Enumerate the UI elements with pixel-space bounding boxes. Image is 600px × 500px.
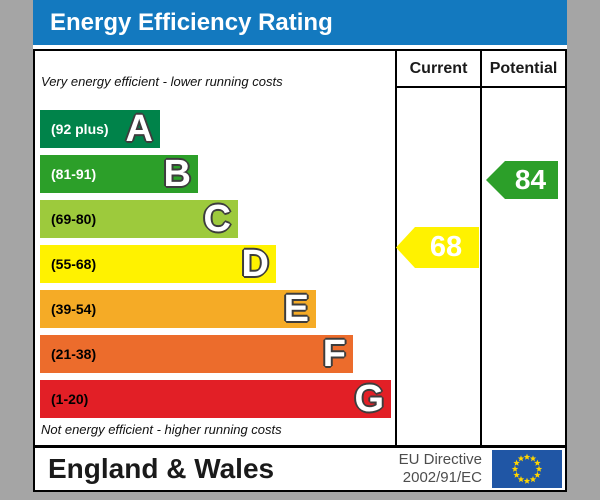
chart-title-bar: Energy Efficiency Rating [33, 0, 567, 45]
potential-rating-value: 84 [514, 164, 547, 195]
potential-rating-arrow: 84 [486, 161, 558, 199]
band-g-letter: G [354, 378, 384, 420]
band-row-f: (21-38) F [40, 335, 353, 373]
footer-bar: England & Wales EU Directive 2002/91/EC [33, 446, 567, 492]
band-row-c: (69-80) C [40, 200, 238, 238]
band-d-letter: D [241, 243, 269, 285]
band-row-e: (39-54) E [40, 290, 316, 328]
rating-table: Current Potential Very energy efficient … [33, 49, 567, 447]
potential-column-header: Potential [489, 59, 558, 77]
top-caption: Very energy efficient - lower running co… [41, 74, 283, 89]
chart-title: Energy Efficiency Rating [50, 9, 333, 36]
bottom-caption: Not energy efficient - higher running co… [41, 422, 282, 437]
region-label: England & Wales [48, 453, 275, 484]
band-row-d: (55-68) D [40, 245, 276, 283]
eu-directive-line2: 2002/91/EC [402, 469, 482, 486]
eu-flag-icon [492, 450, 562, 488]
band-a-range: (92 plus) [51, 121, 109, 137]
current-rating-value: 68 [429, 231, 463, 263]
band-c-letter: C [203, 198, 231, 240]
band-e-range: (39-54) [51, 301, 97, 317]
header-divider [395, 86, 565, 88]
band-row-g: (1-20) G [40, 380, 391, 418]
current-rating-arrow: 68 [396, 227, 479, 268]
column-divider-current [395, 51, 397, 445]
band-b-range: (81-91) [51, 166, 97, 182]
band-g-range: (1-20) [51, 391, 89, 407]
band-f-range: (21-38) [51, 346, 97, 362]
band-b-letter: B [163, 153, 191, 195]
band-f-letter: F [322, 333, 346, 375]
current-column-header: Current [409, 59, 468, 77]
eu-directive-text: EU Directive 2002/91/EC [399, 451, 482, 487]
band-c-range: (69-80) [51, 211, 97, 227]
band-row-b: (81-91) B [40, 155, 198, 193]
band-e-letter: E [283, 288, 309, 330]
band-row-a: (92 plus) A [40, 110, 160, 148]
band-d-range: (55-68) [51, 256, 97, 272]
column-divider-potential [480, 51, 482, 445]
eu-directive-line1: EU Directive [398, 451, 482, 468]
band-a-letter: A [125, 108, 153, 150]
